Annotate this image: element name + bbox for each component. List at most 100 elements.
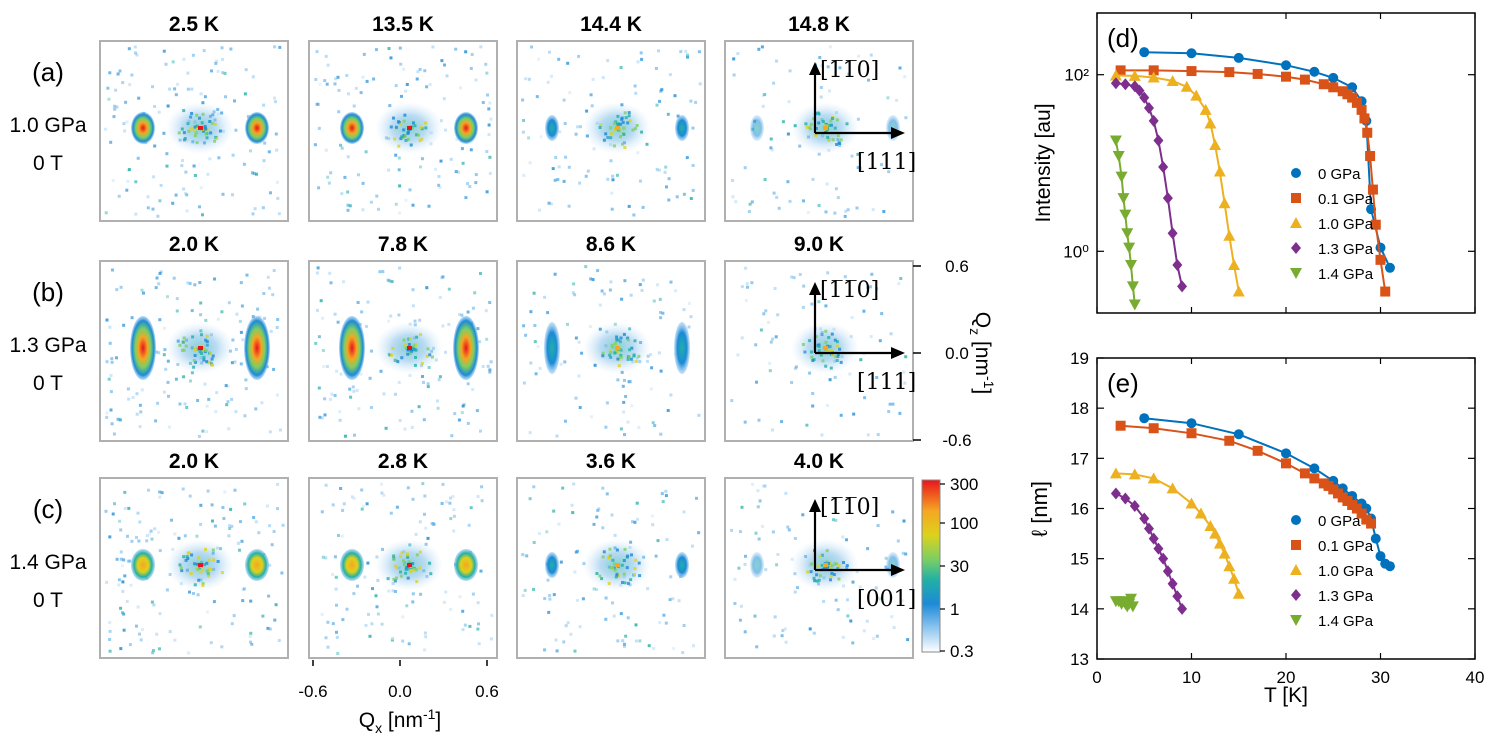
noise-pixel [214, 61, 218, 65]
noise-pixel [812, 631, 816, 635]
noise-pixel [419, 165, 422, 169]
noise-pixel [157, 282, 161, 286]
noise-pixel [203, 382, 207, 386]
noise-pixel [168, 425, 171, 429]
noise-pixel [267, 286, 271, 290]
noise-pixel [489, 637, 493, 641]
data-point [1180, 80, 1193, 92]
noise-pixel [447, 287, 451, 291]
noise-pixel [610, 191, 614, 195]
noise-pixel [604, 425, 608, 429]
center-pixel [180, 569, 184, 573]
legend-label: 1.4 GPa [1318, 613, 1374, 630]
noise-pixel [152, 649, 155, 652]
data-point [1120, 78, 1131, 91]
center-pixel [801, 343, 805, 346]
noise-pixel [613, 533, 617, 537]
noise-pixel [324, 483, 328, 487]
bragg-spot-left [750, 115, 764, 141]
noise-pixel [590, 104, 594, 108]
noise-pixel [762, 484, 766, 488]
noise-pixel [780, 420, 783, 424]
noise-pixel [240, 539, 244, 543]
noise-pixel [173, 87, 177, 91]
center-pixel [835, 359, 839, 362]
noise-pixel [158, 647, 161, 651]
noise-pixel [155, 632, 159, 636]
center-pixel [627, 111, 631, 115]
center-pixel [193, 583, 197, 587]
center-pixel [193, 129, 197, 132]
center-pixel [808, 339, 812, 343]
center-pixel [408, 337, 412, 341]
noise-pixel [197, 434, 201, 438]
bragg-spot-right [245, 549, 269, 581]
center-pixel [203, 563, 206, 567]
noise-pixel [130, 539, 134, 543]
noise-pixel [426, 536, 430, 540]
noise-pixel [828, 45, 832, 49]
bragg-spot-right [453, 316, 479, 380]
noise-pixel [793, 366, 797, 370]
data-point [1139, 47, 1150, 58]
noise-pixel [118, 418, 122, 422]
center-pixel [836, 134, 840, 138]
noise-pixel [458, 595, 462, 599]
center-pixel [623, 581, 627, 585]
noise-pixel [173, 638, 177, 642]
noise-pixel [229, 507, 233, 511]
center-pixel [823, 124, 827, 128]
noise-pixel [359, 91, 363, 95]
center-pixel [411, 126, 414, 130]
noise-pixel [230, 361, 234, 365]
noise-pixel [571, 511, 575, 515]
center-pixel [183, 137, 187, 140]
noise-pixel [198, 625, 202, 629]
noise-pixel [134, 51, 137, 55]
noise-pixel [666, 409, 670, 412]
center-pixel [397, 120, 400, 124]
noise-pixel [528, 431, 532, 435]
noise-pixel [352, 104, 356, 108]
bragg-spot-right [674, 322, 690, 374]
noise-pixel [257, 531, 261, 535]
noise-pixel [654, 67, 658, 70]
row-pressure: 1.3 GPa [9, 334, 86, 357]
center-pixel [399, 574, 403, 578]
noise-pixel [160, 491, 164, 495]
center-pixel [818, 574, 822, 578]
noise-pixel [530, 45, 533, 49]
noise-pixel [324, 636, 328, 640]
noise-pixel [127, 397, 131, 401]
noise-pixel [843, 214, 847, 218]
center-pixel [195, 113, 199, 117]
direction-vertical-label: [1̅1̅0] [820, 58, 879, 83]
noise-pixel [391, 637, 395, 640]
noise-pixel [136, 605, 140, 609]
noise-pixel [473, 291, 477, 295]
noise-pixel [901, 551, 905, 555]
center-pixel [613, 121, 617, 125]
noise-pixel [559, 560, 563, 564]
noise-pixel [478, 340, 482, 344]
noise-pixel [192, 592, 195, 595]
data-point [1213, 537, 1226, 549]
noise-pixel [589, 415, 593, 419]
noise-pixel [239, 330, 243, 334]
noise-pixel [740, 285, 744, 289]
noise-pixel [275, 180, 279, 184]
direction-horizontal-label: [111] [857, 150, 916, 175]
noise-pixel [414, 532, 418, 536]
center-pixel [202, 358, 206, 362]
noise-pixel [601, 76, 605, 80]
noise-pixel [180, 164, 184, 168]
noise-pixel [636, 60, 640, 64]
center-pixel [817, 121, 821, 125]
noise-pixel [469, 148, 473, 152]
noise-pixel [657, 49, 660, 53]
center-pixel [626, 338, 630, 342]
data-point [1167, 227, 1178, 240]
noise-pixel [862, 629, 866, 633]
noise-pixel [398, 419, 402, 422]
center-pixel [809, 127, 813, 131]
